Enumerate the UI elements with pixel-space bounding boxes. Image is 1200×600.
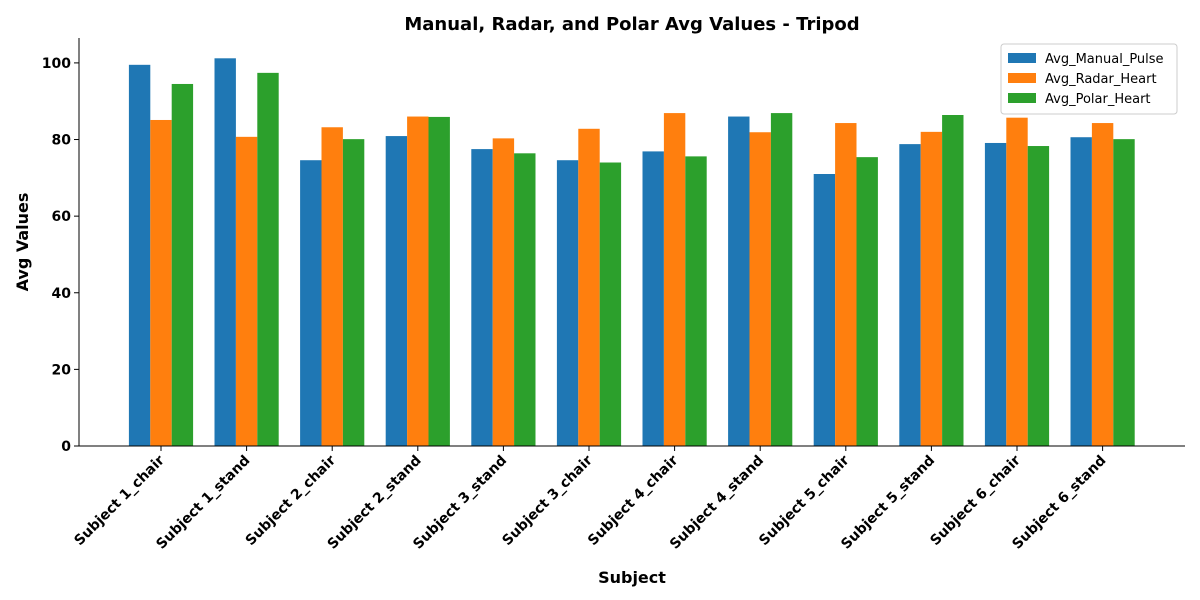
bar-Avg_Polar_Heart-7 <box>770 113 793 446</box>
bar-Avg_Radar_Heart-9 <box>920 131 943 447</box>
bar-Avg_Polar_Heart-8 <box>856 157 878 446</box>
bar-Avg_Radar_Heart-11 <box>1091 123 1114 447</box>
x-tick-label: Subject 4_stand <box>667 453 767 553</box>
bar-Avg_Radar_Heart-8 <box>835 123 857 447</box>
legend-swatch-Avg_Manual_Pulse <box>1008 53 1036 63</box>
y-tick-label: 100 <box>42 56 71 72</box>
legend-label-Avg_Polar_Heart: Avg_Polar_Heart <box>1045 92 1151 107</box>
bar-Avg_Manual_Pulse-9 <box>899 144 921 446</box>
bar-Avg_Polar_Heart-2 <box>342 139 365 446</box>
bar-Avg_Polar_Heart-1 <box>257 72 279 447</box>
bar-Avg_Manual_Pulse-11 <box>1070 137 1092 446</box>
x-tick-label: Subject 5_chair <box>756 452 853 549</box>
bar-Avg_Manual_Pulse-2 <box>300 160 322 446</box>
x-tick-label: Subject 3_stand <box>410 453 510 553</box>
bar-Avg_Polar_Heart-11 <box>1113 139 1135 446</box>
y-tick-label: 20 <box>52 362 72 378</box>
x-tick-label: Subject 1_chair <box>71 452 168 549</box>
bar-Avg_Radar_Heart-10 <box>1006 117 1028 447</box>
bar-Avg_Manual_Pulse-3 <box>385 136 408 446</box>
legend-box <box>1000 43 1178 115</box>
x-tick-label: Subject 3_chair <box>499 452 596 549</box>
x-axis-label: Subject <box>598 568 666 587</box>
legend-label-Avg_Manual_Pulse: Avg_Manual_Pulse <box>1045 52 1164 67</box>
bar-Avg_Radar_Heart-0 <box>150 119 172 446</box>
y-tick-label: 0 <box>61 439 71 455</box>
legend: Avg_Manual_Pulse Avg_Radar_Heart Avg_Polar… <box>1000 43 1178 115</box>
bar-Avg_Radar_Heart-5 <box>578 128 600 447</box>
y-tick-label: 60 <box>52 209 72 225</box>
bar-Avg_Radar_Heart-7 <box>749 132 771 447</box>
bar-Avg_Polar_Heart-3 <box>428 116 450 447</box>
bar-Avg_Radar_Heart-2 <box>321 127 343 446</box>
bar-Avg_Radar_Heart-6 <box>663 113 686 446</box>
bars-group <box>128 58 1135 447</box>
x-tick-label: Subject 5_stand <box>838 453 938 553</box>
bar-Avg_Polar_Heart-0 <box>171 83 194 446</box>
chart-title: Manual, Radar, and Polar Avg Values - Tr… <box>404 14 859 35</box>
y-tick-label: 80 <box>52 133 72 149</box>
bar-Avg_Manual_Pulse-10 <box>984 142 1007 446</box>
legend-swatch-Avg_Radar_Heart <box>1008 73 1036 83</box>
bar-Avg_Manual_Pulse-6 <box>642 151 664 446</box>
x-tick-label: Subject 2_chair <box>243 452 340 549</box>
x-tick-label: Subject 1_stand <box>153 453 253 553</box>
legend-swatch-Avg_Polar_Heart <box>1008 93 1036 103</box>
x-tick-label: Subject 4_chair <box>585 452 682 549</box>
bar-Avg_Manual_Pulse-4 <box>471 149 493 446</box>
bar-Avg_Radar_Heart-3 <box>407 116 429 446</box>
legend-label-Avg_Radar_Heart: Avg_Radar_Heart <box>1045 72 1157 87</box>
bar-Avg_Manual_Pulse-7 <box>728 116 750 446</box>
x-tick-label: Subject 6_chair <box>927 452 1024 549</box>
bar-Avg_Polar_Heart-6 <box>685 156 707 446</box>
bar-Avg_Polar_Heart-9 <box>942 115 964 446</box>
y-axis-label: Avg Values <box>13 193 32 292</box>
bar-Avg_Radar_Heart-1 <box>235 136 258 446</box>
bar-Avg_Manual_Pulse-5 <box>556 160 579 446</box>
x-tick-label: Subject 2_stand <box>325 453 425 553</box>
bar-Avg_Polar_Heart-4 <box>514 153 536 446</box>
bar-Avg_Manual_Pulse-8 <box>813 174 836 446</box>
bar-Avg_Polar_Heart-5 <box>599 162 622 446</box>
y-tick-label: 40 <box>52 286 72 302</box>
bar-Avg_Manual_Pulse-0 <box>128 64 151 446</box>
x-tick-label: Subject 6_stand <box>1009 453 1109 553</box>
bar-Avg_Radar_Heart-4 <box>492 138 515 446</box>
y-axis-ticks: 0 20 40 60 80 100 <box>42 56 79 455</box>
bar-Avg_Polar_Heart-10 <box>1027 146 1050 446</box>
bar-Avg_Manual_Pulse-1 <box>214 58 236 447</box>
